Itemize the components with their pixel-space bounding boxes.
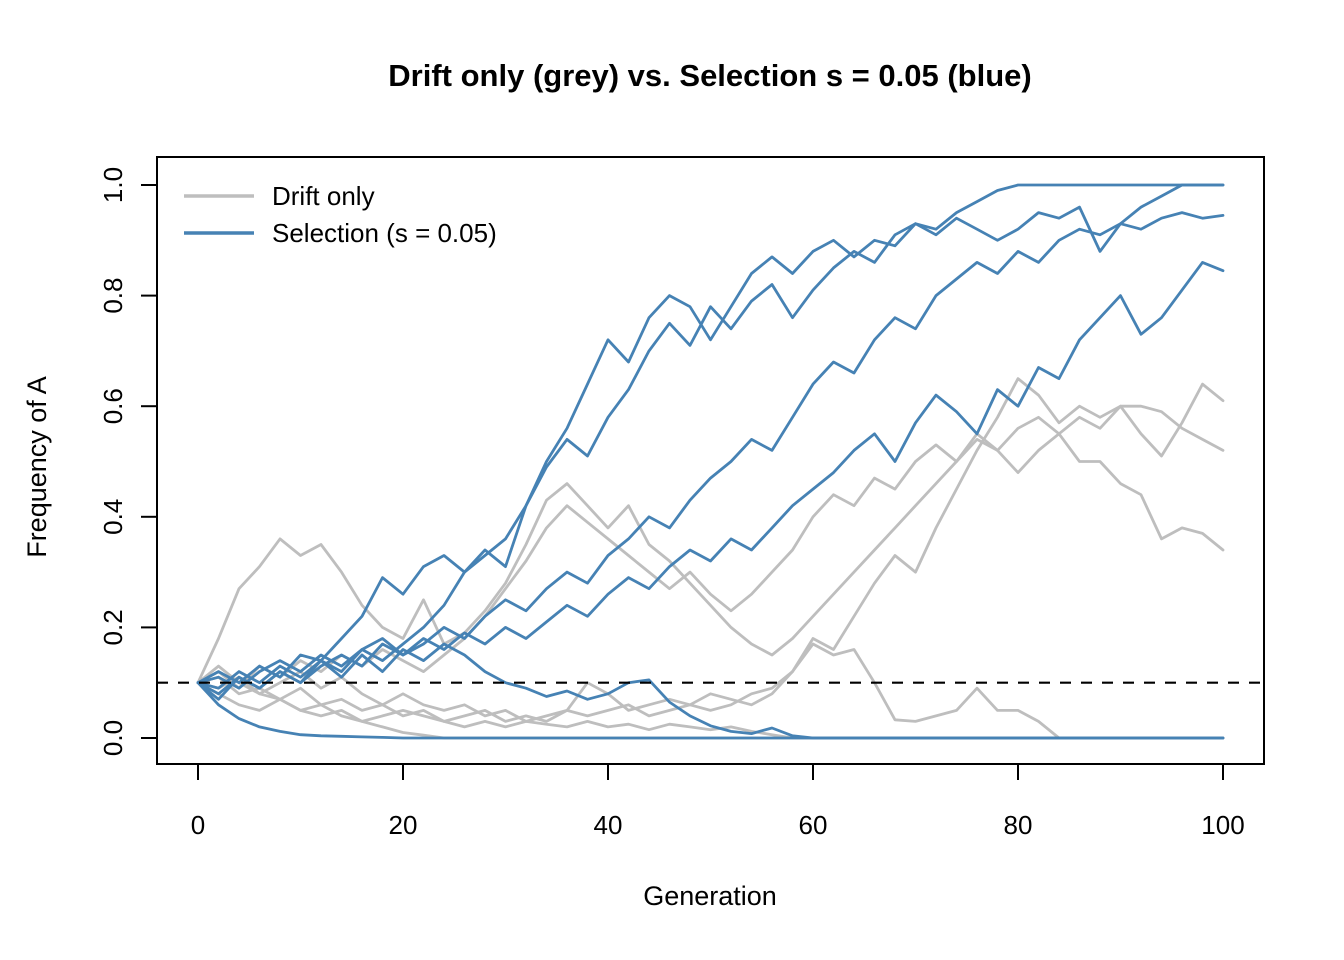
x-tick-label: 80 [1004,810,1033,840]
y-axis: 0.0 0.2 0.4 0.6 0.8 1.0 Frequency of A [22,167,157,756]
y-tick-labels: 0.0 0.2 0.4 0.6 0.8 1.0 [98,167,128,756]
legend-selection-label: Selection (s = 0.05) [272,218,497,248]
trajectory-lines [196,183,1225,740]
y-tick-label: 0.2 [98,609,128,645]
trajectory-drift-4 [196,642,1225,740]
x-tick-marks [197,764,1224,780]
trajectory-sel-3 [196,211,1225,690]
trajectory-sel-1 [196,183,1225,685]
x-tick-label: 20 [389,810,418,840]
trajectory-drift-1 [196,382,1225,685]
legend: Drift only Selection (s = 0.05) [184,181,497,248]
plot-area [156,156,1265,765]
x-tick-label: 60 [799,810,828,840]
x-axis-title: Generation [643,881,777,911]
x-tick-labels: 0 20 40 60 80 100 [191,810,1245,840]
x-tick-label: 100 [1201,810,1244,840]
trajectory-sel-2 [196,183,1225,690]
trajectory-drift-3 [196,377,1225,723]
y-tick-label: 0.8 [98,278,128,314]
legend-drift-label: Drift only [272,181,375,211]
x-tick-label: 0 [191,810,205,840]
y-tick-label: 0.4 [98,499,128,535]
x-axis: 0 20 40 60 80 100 Generation [191,764,1245,911]
y-axis-title: Frequency of A [22,376,52,558]
chart-title: Drift only (grey) vs. Selection s = 0.05… [388,58,1031,93]
y-tick-marks [141,184,157,739]
plot-border [156,156,1265,765]
trajectory-sel-6 [196,642,1225,740]
y-tick-label: 1.0 [98,167,128,203]
x-tick-label: 40 [594,810,623,840]
y-tick-label: 0.0 [98,720,128,756]
y-tick-label: 0.6 [98,388,128,424]
